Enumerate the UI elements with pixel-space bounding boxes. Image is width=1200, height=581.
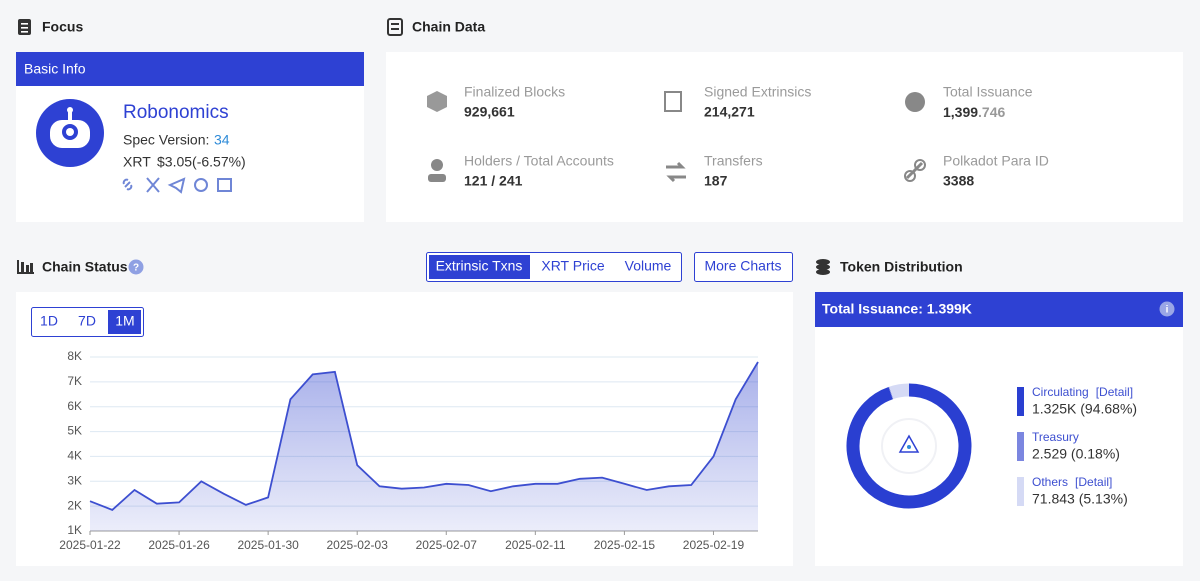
x-tick-label: 2025-01-30 (237, 538, 299, 552)
x-tick-label: 2025-01-26 (148, 538, 210, 552)
token: XRT (123, 154, 151, 170)
range[interactable]: 1D (40, 313, 58, 329)
focus-icon (18, 19, 31, 35)
area (90, 362, 758, 531)
svg-text:?: ? (133, 263, 139, 274)
y-tick-label: 1K (67, 523, 82, 537)
stat-value-decimals: .746 (978, 104, 1005, 120)
card-header (815, 292, 1183, 327)
tab-active[interactable] (429, 255, 530, 279)
tab[interactable]: XRT Price (541, 258, 604, 274)
stat-value: 187 (704, 173, 728, 189)
stat-value: 1,399.746 (943, 104, 1006, 120)
card-title: Total Issuance: 1.399K (822, 301, 972, 317)
range[interactable]: 1M (115, 313, 134, 329)
stat-value: 121 / 241 (464, 173, 523, 189)
more-charts-button[interactable] (694, 252, 793, 282)
chart-icon (17, 260, 34, 274)
y-tick-label: 3K (67, 473, 82, 487)
legend-value: 1.325K (94.68%) (1032, 401, 1137, 417)
price: $3.05(-6.57%) (157, 154, 246, 170)
button-label[interactable]: More Charts (704, 258, 781, 274)
y-tick-label: 2K (67, 498, 82, 512)
section-title: Chain Data (412, 19, 485, 35)
stat-label: Total Issuance (943, 84, 1033, 100)
stat-label: Finalized Blocks (464, 84, 565, 100)
donut-segment (846, 383, 972, 509)
distribution-card (815, 292, 1183, 566)
y-tick-label: 6K (67, 399, 82, 413)
spec-label: Spec Version: (123, 132, 209, 148)
section-title: Focus (42, 19, 83, 35)
legend-value: 71.843 (5.13%) (1032, 491, 1128, 507)
legend-swatch (1017, 432, 1024, 461)
social-icons[interactable] (122, 177, 232, 194)
donut-center (881, 418, 937, 474)
help-icon[interactable]: ? (128, 259, 144, 275)
stat-value-int: 1,399 (943, 104, 978, 120)
legend-value: 2.529 (0.18%) (1032, 446, 1120, 462)
legend-swatch (1017, 477, 1024, 506)
info-icon[interactable]: i (1159, 301, 1175, 317)
donut-segment (889, 383, 910, 400)
coins-icon (816, 259, 830, 275)
section-title: Chain Status (42, 259, 128, 275)
logo (36, 99, 104, 167)
tab[interactable]: Extrinsic Txns (436, 258, 523, 274)
x-tick-label: 2025-02-19 (683, 538, 745, 552)
stat-icons (427, 91, 926, 183)
stat-label: Signed Extrinsics (704, 84, 811, 100)
detail-link[interactable]: [Detail] (1096, 385, 1133, 399)
legend-label: Circulating (1032, 385, 1089, 399)
x-tick-label: 2025-02-03 (327, 538, 389, 552)
legend-swatch (1017, 387, 1024, 416)
x-tick-label: 2025-01-22 (59, 538, 121, 552)
x-tick-label: 2025-02-11 (505, 538, 566, 552)
chain-data-card (386, 52, 1183, 222)
y-tick-label: 7K (67, 374, 82, 388)
stat-value: 929,661 (464, 104, 515, 120)
y-tick-label: 4K (67, 449, 82, 463)
section-title: Token Distribution (840, 259, 963, 275)
range[interactable]: 7D (78, 313, 96, 329)
svg-text:i: i (1166, 305, 1169, 316)
range-active[interactable] (108, 310, 141, 334)
line (89, 361, 759, 511)
x-tick-label: 2025-02-07 (416, 538, 478, 552)
tab[interactable]: Volume (625, 258, 672, 274)
stat-label: Holders / Total Accounts (464, 153, 614, 169)
stat-value: 214,271 (704, 104, 755, 120)
chain-data-icon (387, 18, 403, 36)
detail-link[interactable]: [Detail] (1075, 475, 1112, 489)
card-header (16, 52, 364, 86)
legend-label: Treasury (1032, 430, 1079, 444)
x-tick-label: 2025-02-15 (594, 538, 656, 552)
project-name[interactable]: Robonomics (123, 102, 229, 123)
stat-label: Polkadot Para ID (943, 153, 1049, 169)
card-title: Basic Info (24, 61, 86, 77)
stat-value: 3388 (943, 173, 974, 189)
y-tick-label: 8K (67, 349, 82, 363)
y-tick-label: 5K (67, 424, 82, 438)
legend-label: Others (1032, 475, 1068, 489)
spec-version: 34 (214, 132, 230, 148)
stat-label: Transfers (704, 153, 763, 169)
